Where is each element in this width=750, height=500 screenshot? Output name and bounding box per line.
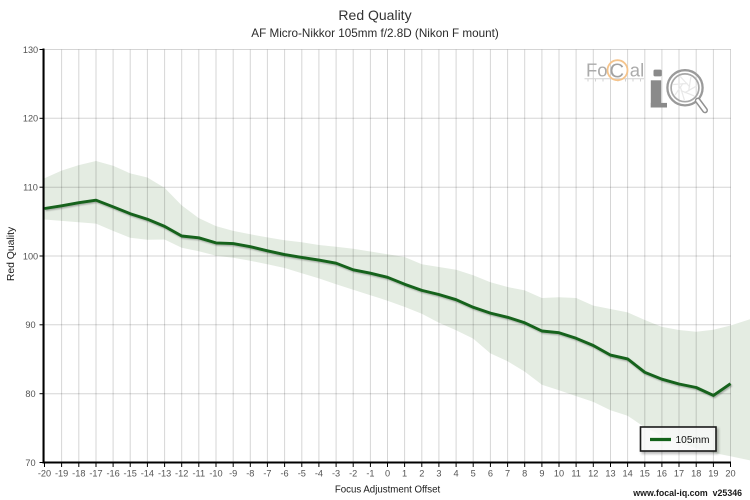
svg-text:Fo: Fo [586, 60, 608, 81]
svg-text:AF Micro-Nikkor 105mm f/2.8D (: AF Micro-Nikkor 105mm f/2.8D (Nikon F mo… [251, 27, 499, 40]
svg-text:90: 90 [25, 320, 35, 330]
svg-text:Red Quality: Red Quality [6, 226, 17, 281]
svg-text:4: 4 [454, 469, 459, 479]
svg-text:18: 18 [691, 469, 701, 479]
svg-text:-1: -1 [366, 469, 374, 479]
svg-text:10: 10 [554, 469, 564, 479]
svg-text:105mm: 105mm [676, 435, 710, 446]
svg-text:-8: -8 [246, 469, 254, 479]
svg-text:14: 14 [622, 469, 632, 479]
svg-text:-10: -10 [209, 469, 222, 479]
svg-text:-12: -12 [175, 469, 188, 479]
svg-text:8: 8 [522, 469, 527, 479]
svg-text:-3: -3 [332, 469, 340, 479]
svg-text:17: 17 [674, 469, 684, 479]
svg-text:-4: -4 [315, 469, 323, 479]
svg-text:Red Quality: Red Quality [338, 7, 411, 23]
svg-text:-9: -9 [229, 469, 237, 479]
svg-text:al: al [630, 60, 644, 81]
svg-text:-17: -17 [89, 469, 102, 479]
svg-text:120: 120 [23, 114, 38, 124]
svg-text:20: 20 [725, 469, 735, 479]
svg-text:70: 70 [25, 458, 35, 468]
svg-text:-11: -11 [192, 469, 205, 479]
svg-text:13: 13 [605, 469, 615, 479]
svg-text:-5: -5 [298, 469, 306, 479]
svg-text:-6: -6 [281, 469, 289, 479]
svg-text:80: 80 [25, 389, 35, 399]
svg-text:5: 5 [471, 469, 476, 479]
svg-text:15: 15 [640, 469, 650, 479]
svg-text:-16: -16 [106, 469, 119, 479]
svg-text:9: 9 [539, 469, 544, 479]
svg-text:3: 3 [436, 469, 441, 479]
svg-text:110: 110 [23, 183, 38, 193]
svg-text:-2: -2 [349, 469, 357, 479]
svg-text:www.focal-iq.com v25346: www.focal-iq.com v25346 [632, 488, 742, 498]
svg-text:-13: -13 [158, 469, 171, 479]
svg-text:-18: -18 [72, 469, 85, 479]
svg-text:19: 19 [708, 469, 718, 479]
svg-text:130: 130 [23, 45, 38, 55]
svg-text:Focus Adjustment Offset: Focus Adjustment Offset [335, 484, 441, 495]
svg-text:-7: -7 [263, 469, 271, 479]
svg-text:-15: -15 [124, 469, 137, 479]
svg-text:7: 7 [505, 469, 510, 479]
svg-text:-19: -19 [55, 469, 68, 479]
svg-text:1: 1 [402, 469, 407, 479]
svg-text:0: 0 [385, 469, 390, 479]
svg-text:2: 2 [419, 469, 424, 479]
svg-text:C: C [610, 60, 625, 82]
svg-text:-20: -20 [38, 469, 51, 479]
svg-text:12: 12 [588, 469, 598, 479]
svg-text:-14: -14 [141, 469, 154, 479]
svg-text:6: 6 [488, 469, 493, 479]
svg-text:100: 100 [23, 251, 38, 261]
svg-text:16: 16 [657, 469, 667, 479]
svg-text:11: 11 [571, 469, 581, 479]
